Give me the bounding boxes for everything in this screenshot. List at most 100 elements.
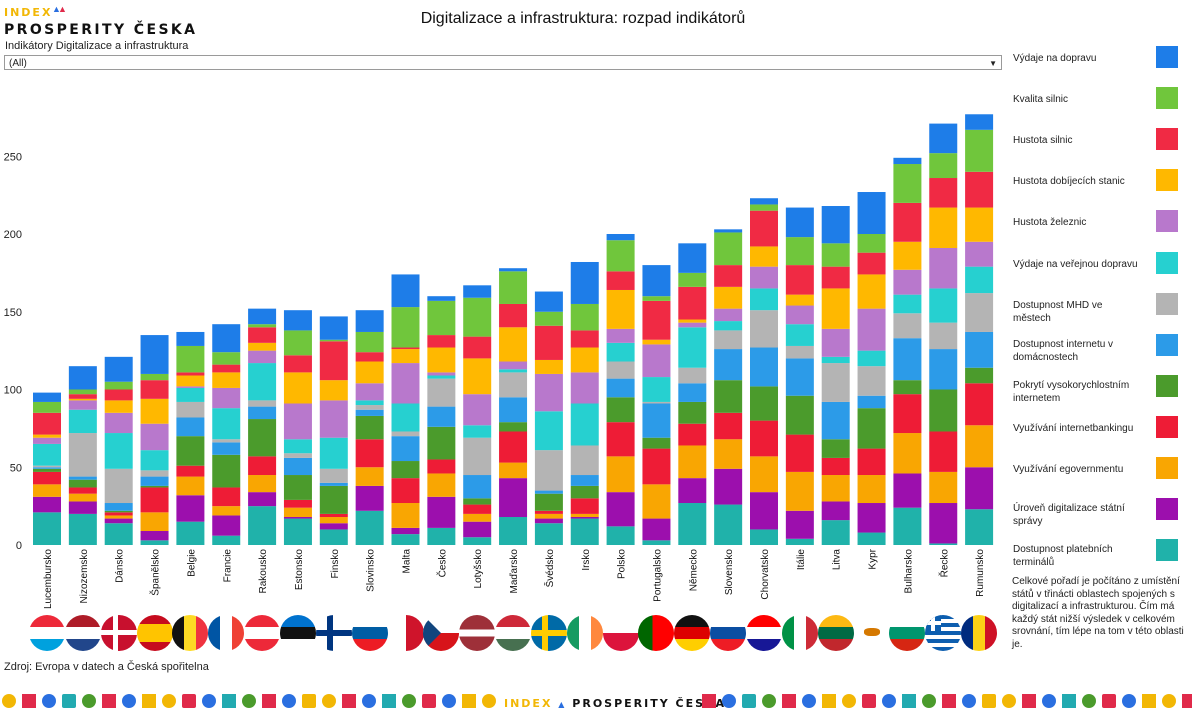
bar-segment[interactable]: [176, 331, 205, 346]
bar-segment[interactable]: [642, 518, 671, 541]
indicator-filter-dropdown[interactable]: (All) ▼: [4, 55, 1002, 70]
bar-segment[interactable]: [857, 408, 886, 449]
bar-segment[interactable]: [678, 423, 707, 446]
bar-segment[interactable]: [427, 375, 456, 379]
bar-segment[interactable]: [248, 342, 277, 351]
bar-segment[interactable]: [893, 157, 922, 165]
bar-segment[interactable]: [570, 485, 599, 499]
bar-segment[interactable]: [212, 387, 241, 409]
bar-segment[interactable]: [785, 294, 814, 306]
bar-segment[interactable]: [391, 431, 420, 437]
bar-segment[interactable]: [427, 473, 456, 497]
bar-segment[interactable]: [212, 535, 241, 545]
bar-segment[interactable]: [140, 470, 169, 477]
bar-segment[interactable]: [893, 241, 922, 270]
bar-segment[interactable]: [821, 520, 850, 545]
bar-segment[interactable]: [68, 398, 97, 401]
bar-segment[interactable]: [499, 327, 528, 362]
bar-segment[interactable]: [140, 398, 169, 424]
bar-segment[interactable]: [857, 366, 886, 396]
bar-segment[interactable]: [534, 359, 563, 374]
bar-segment[interactable]: [248, 506, 277, 545]
bar-segment[interactable]: [534, 291, 563, 312]
bar-segment[interactable]: [929, 389, 958, 432]
bar-segment[interactable]: [33, 512, 61, 545]
bar-segment[interactable]: [929, 471, 958, 504]
bar-segment[interactable]: [857, 234, 886, 253]
bar-segment[interactable]: [391, 527, 420, 535]
bar-segment[interactable]: [750, 198, 778, 205]
bar-segment[interactable]: [140, 476, 169, 486]
bar-segment[interactable]: [104, 381, 133, 390]
bar-segment[interactable]: [965, 509, 994, 545]
bar-segment[interactable]: [606, 289, 635, 329]
bar-segment[interactable]: [140, 373, 169, 381]
bar-segment[interactable]: [857, 448, 886, 476]
bar-segment[interactable]: [929, 503, 958, 544]
bar-segment[interactable]: [821, 501, 850, 521]
bar-segment[interactable]: [283, 457, 312, 476]
bar-segment[interactable]: [33, 468, 61, 472]
bar-segment[interactable]: [140, 485, 169, 488]
bar-segment[interactable]: [427, 406, 456, 427]
bar-segment[interactable]: [319, 316, 348, 340]
bar-segment[interactable]: [355, 415, 384, 440]
bar-segment[interactable]: [68, 476, 97, 480]
bar-segment[interactable]: [283, 507, 312, 518]
bar-segment[interactable]: [893, 164, 922, 203]
bar-segment[interactable]: [750, 492, 778, 530]
bar-segment[interactable]: [319, 468, 348, 483]
bar-segment[interactable]: [104, 433, 133, 469]
bar-segment[interactable]: [499, 462, 528, 479]
bar-segment[interactable]: [212, 324, 241, 353]
bar-segment[interactable]: [463, 394, 492, 426]
bar-segment[interactable]: [176, 386, 205, 388]
bar-segment[interactable]: [283, 330, 312, 356]
bar-segment[interactable]: [750, 347, 778, 387]
bar-segment[interactable]: [750, 204, 778, 211]
bar-segment[interactable]: [33, 467, 61, 469]
bar-segment[interactable]: [642, 296, 671, 301]
bar-segment[interactable]: [463, 498, 492, 505]
bar-segment[interactable]: [965, 467, 994, 510]
bar-segment[interactable]: [104, 523, 133, 545]
bar-segment[interactable]: [965, 331, 994, 368]
bar-segment[interactable]: [283, 453, 312, 458]
bar-segment[interactable]: [642, 300, 671, 340]
bar-segment[interactable]: [355, 405, 384, 410]
bar-segment[interactable]: [642, 403, 671, 438]
bar-segment[interactable]: [463, 513, 492, 522]
bar-segment[interactable]: [248, 350, 277, 364]
bar-segment[interactable]: [248, 400, 277, 407]
bar-segment[interactable]: [104, 412, 133, 434]
bar-segment[interactable]: [785, 345, 814, 359]
bar-segment[interactable]: [965, 129, 994, 172]
bar-segment[interactable]: [176, 387, 205, 402]
bar-segment[interactable]: [68, 493, 97, 502]
bar-segment[interactable]: [319, 523, 348, 530]
bar-segment[interactable]: [463, 475, 492, 499]
bar-segment[interactable]: [821, 243, 850, 267]
bar-segment[interactable]: [499, 369, 528, 373]
bar-segment[interactable]: [33, 443, 61, 466]
bar-segment[interactable]: [319, 380, 348, 401]
bar-segment[interactable]: [463, 537, 492, 545]
bar-segment[interactable]: [463, 437, 492, 476]
bar-segment[interactable]: [857, 503, 886, 533]
bar-segment[interactable]: [642, 265, 671, 297]
bar-segment[interactable]: [319, 482, 348, 486]
bar-segment[interactable]: [929, 178, 958, 208]
bar-segment[interactable]: [534, 490, 563, 494]
bar-segment[interactable]: [678, 445, 707, 479]
bar-segment[interactable]: [248, 363, 277, 401]
bar-segment[interactable]: [534, 513, 563, 519]
bar-segment[interactable]: [212, 408, 241, 440]
bar-segment[interactable]: [570, 372, 599, 404]
bar-segment[interactable]: [893, 202, 922, 242]
bar-segment[interactable]: [570, 498, 599, 514]
bar-segment[interactable]: [104, 468, 133, 504]
bar-segment[interactable]: [355, 510, 384, 545]
bar-segment[interactable]: [248, 456, 277, 476]
bar-segment[interactable]: [33, 496, 61, 513]
bar-segment[interactable]: [68, 479, 97, 488]
